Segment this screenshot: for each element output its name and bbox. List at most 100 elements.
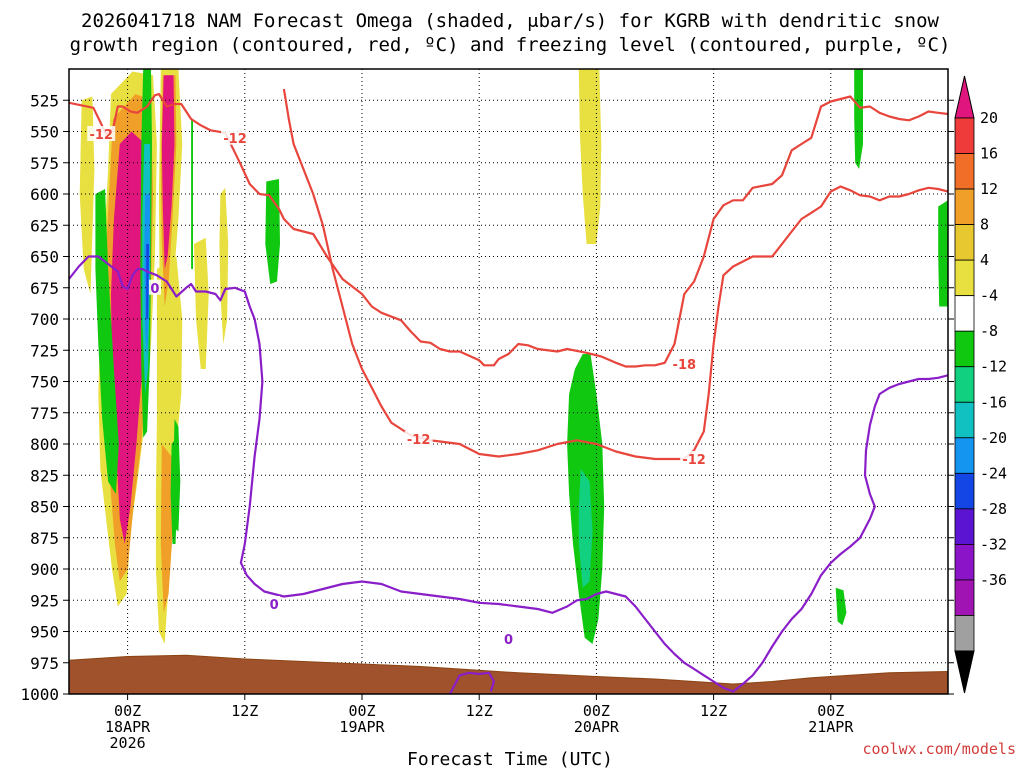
x-tick-label-0: 00Z: [114, 702, 141, 720]
contour-label-1: -12: [223, 132, 247, 147]
colorbar-swatch-6: [954, 330, 975, 368]
y-tick-label-675: 675: [30, 279, 59, 298]
omega-region-16: [219, 187, 229, 344]
colorbar-swatch-13: [954, 579, 975, 616]
x-tick-date-72: 21APR: [808, 718, 854, 736]
colorbar-label-7: -12: [980, 358, 1007, 376]
colorbar-top-arrow: [954, 75, 975, 119]
colorbar-swatch-11: [954, 508, 975, 545]
contour-label-0: -12: [89, 128, 113, 143]
x-tick-label-48: 00Z: [583, 702, 610, 720]
contour-label-bg-6: [268, 596, 281, 611]
colorbar-label-12: -32: [980, 535, 1007, 553]
x-axis-label: Forecast Time (UTC): [407, 749, 613, 768]
colorbar-label-8: -16: [980, 393, 1007, 411]
x-tick-label-60: 12Z: [700, 702, 727, 720]
credit-text: coolwx.com/models: [862, 740, 1016, 758]
contour-label-bg-7: [502, 631, 515, 646]
colorbar-label-5: -4: [980, 287, 998, 305]
colorbar-swatch-1: [954, 153, 975, 190]
plot-area: -12 -12 -12 -18 -12 0 0 0 525 550 575 600 625 650 675 7…: [20, 68, 1007, 752]
colorbar-swatch-0: [954, 117, 975, 154]
colorbar-label-2: 12: [980, 180, 998, 198]
y-tick-label-875: 875: [30, 529, 59, 548]
y-tick-label-800: 800: [30, 435, 59, 454]
x-tick-label-72: 00Z: [817, 702, 844, 720]
colorbar-swatch-9: [954, 437, 975, 474]
omega-region-14: [146, 244, 150, 319]
y-tick-label-650: 650: [30, 248, 59, 267]
colorbar-label-4: 4: [980, 251, 989, 269]
colorbar-swatch-5: [954, 295, 975, 332]
colorbar-swatch-3: [954, 224, 975, 261]
x-tick-label-36: 12Z: [466, 702, 493, 720]
colorbar-swatch-8: [954, 401, 975, 439]
contour-label-bg-1: [221, 129, 250, 145]
omega-region-24: [938, 200, 948, 307]
y-tick-label-525: 525: [30, 91, 59, 110]
colorbar-swatch-2: [954, 188, 975, 225]
x-tick-label-24: 00Z: [348, 702, 375, 720]
colorbar-swatch-14: [954, 615, 975, 652]
colorbar-bottom-arrow: [954, 650, 975, 694]
y-tick-label-825: 825: [30, 466, 59, 485]
contour-label-bg-4: [680, 451, 709, 466]
x-tick-label-12: 12Z: [231, 702, 258, 720]
contour-dendritic-minus12-lower: [282, 88, 948, 461]
x-tick-date-24: 19APR: [339, 718, 385, 736]
y-tick-label-900: 900: [30, 560, 59, 579]
omega-region-10: [161, 75, 175, 269]
colorbar-label-9: -20: [980, 429, 1007, 447]
contour-label-7: 0: [504, 633, 513, 648]
contour-label-bg-3: [670, 356, 699, 371]
x-tick-date-0: 18APR: [105, 718, 151, 736]
colorbar-swatch-4: [954, 259, 975, 297]
colorbar-swatch-12: [954, 544, 975, 581]
omega-region-15: [194, 237, 209, 369]
colorbar-label-10: -24: [980, 464, 1007, 482]
contour-label-bg-5: [148, 279, 161, 295]
contour-label-4: -12: [682, 453, 706, 468]
colorbar-swatch-10: [954, 472, 975, 510]
plot-frame: [68, 68, 949, 695]
y-tick-label-1000: 1000: [20, 685, 59, 704]
y-tick-label-775: 775: [30, 404, 59, 423]
contour-label-bg-2: [404, 431, 433, 446]
y-tick-label-700: 700: [30, 310, 59, 329]
y-tick-label-600: 600: [30, 185, 59, 204]
colorbar-label-6: -8: [980, 322, 998, 340]
contour-label-5: 0: [150, 282, 159, 297]
y-tick-label-850: 850: [30, 498, 59, 517]
y-tick-label-750: 750: [30, 373, 59, 392]
chart-title-line2: growth region (contoured, red, ºC) and f…: [70, 34, 951, 56]
chart-title-line1: 2026041718 NAM Forecast Omega (shaded, μ…: [81, 10, 939, 32]
colorbar-label-11: -28: [980, 500, 1007, 518]
omega-region-19: [191, 119, 193, 269]
omega-region-0: [79, 96, 95, 294]
contour-freezing-level-0-small: [448, 671, 495, 694]
y-tick-label-925: 925: [30, 591, 59, 610]
contour-dendritic-minus12-upper: [69, 92, 948, 368]
colorbar-label-13: -36: [980, 571, 1007, 589]
y-tick-label-575: 575: [30, 154, 59, 173]
y-tick-label-725: 725: [30, 341, 59, 360]
contour-label-3: -18: [673, 358, 697, 373]
colorbar-label-0: 20: [980, 109, 998, 127]
omega-region-25: [835, 587, 847, 626]
y-tick-label-975: 975: [30, 654, 59, 673]
y-tick-label-625: 625: [30, 216, 59, 235]
omega-region-4: [95, 189, 119, 494]
plot-inner: -12 -12 -12 -18 -12 0 0 0: [69, 69, 948, 694]
colorbar-label-3: 8: [980, 216, 989, 234]
contour-label-2: -12: [407, 433, 431, 448]
x-tick-date-48: 20APR: [574, 718, 620, 736]
omega-region-20: [578, 69, 602, 244]
omega-region-23: [854, 69, 863, 169]
colorbar-swatch-7: [954, 366, 975, 403]
y-tick-label-950: 950: [30, 623, 59, 642]
contour-label-6: 0: [270, 598, 279, 613]
omega-region-17: [170, 437, 178, 544]
x-tick-year-0: 2026: [110, 734, 146, 752]
omega-region-6: [160, 444, 174, 613]
